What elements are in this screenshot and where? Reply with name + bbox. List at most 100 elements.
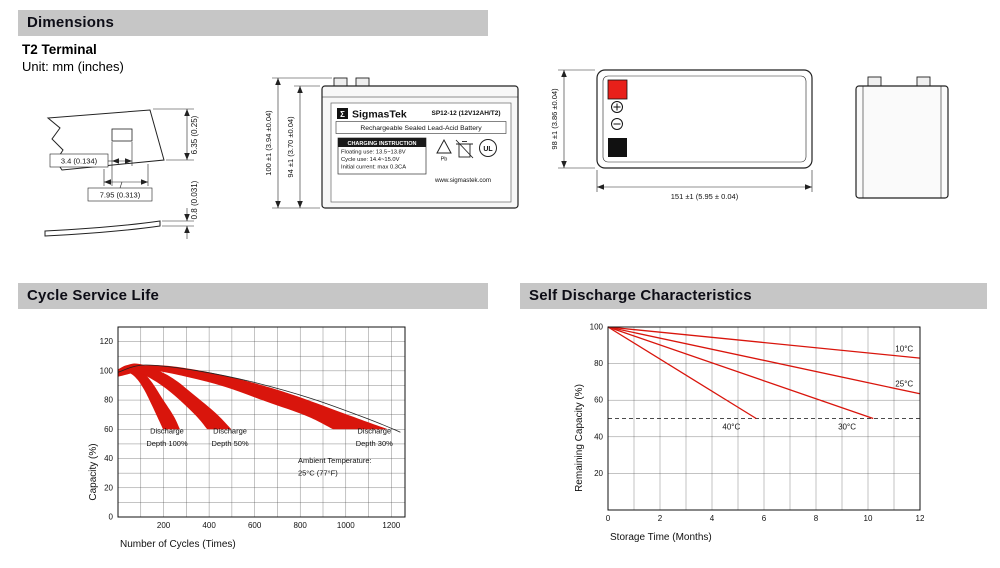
- y-tick-label: 100: [100, 366, 114, 375]
- side-terminal-2: [916, 76, 931, 87]
- series-label: 30°C: [838, 422, 856, 431]
- charging-line-2: Cycle use: 14.4~15.0V: [341, 157, 400, 163]
- model-number: SP12-12 (12V12AH/T2): [431, 110, 500, 117]
- brand-logo-icon: [337, 108, 348, 119]
- x-tick-label: 6: [762, 514, 767, 523]
- series-line: [607, 326, 921, 395]
- dim-front-case-height: [294, 85, 320, 208]
- section-title-cycle: Cycle Service Life: [27, 287, 160, 304]
- series-line: [607, 326, 757, 420]
- website-text: www.sigmastek.com: [434, 177, 491, 184]
- series-line: [607, 326, 874, 420]
- y-axis-title: Capacity (%): [88, 443, 99, 500]
- section-header-cycle-service-life: Cycle Service Life: [18, 283, 488, 309]
- section-title-self-discharge: Self Discharge Characteristics: [529, 287, 752, 304]
- dim-label-front-overall-height: 100 ±1 (3.94 ±0.04): [264, 110, 273, 176]
- y-axis-title: Remaining Capacity (%): [574, 384, 585, 492]
- chart-annotation: Depth 50%: [212, 439, 249, 448]
- side-case: [855, 85, 949, 199]
- y-tick-label: 120: [100, 337, 114, 346]
- negative-terminal: [608, 138, 627, 157]
- dim-label-terminal-thickness: 0.8 (0.031): [190, 180, 199, 219]
- negative-symbol-icon: [611, 118, 623, 130]
- charging-title: CHARGING INSTRUCTION: [347, 141, 416, 147]
- ul-mark-text: UL: [483, 146, 493, 153]
- x-tick-label: 10: [864, 514, 873, 523]
- cycle-service-life-chart: 200 400 600 800 1000 1200 0 20 40 60 80 100 120 Numbe…: [88, 326, 406, 550]
- y-tick-label: 20: [594, 469, 603, 478]
- terminal-type-title: T2 Terminal: [22, 42, 97, 57]
- dim-label-top-length: 151 ±1 (5.95 ± 0.04): [671, 192, 739, 201]
- plot-border: [117, 326, 406, 518]
- dimension-drawings: 6.35 (0.25) 3.4 (0.134) 7.95 (0.313): [44, 69, 949, 239]
- terminal-hole: [111, 128, 133, 142]
- chart-annotation: Discharge: [150, 427, 184, 436]
- front-terminal-2: [355, 77, 370, 87]
- section-header-dimensions: Dimensions: [18, 10, 488, 36]
- dim-terminal-height: [153, 108, 194, 161]
- x-tick-label: 1200: [382, 521, 400, 530]
- x-tick-label: 4: [710, 514, 715, 523]
- section-title-dimensions: Dimensions: [27, 14, 115, 31]
- battery-type-text: Rechargeable Sealed Lead-Acid Battery: [360, 125, 482, 132]
- x-tick-label: 200: [157, 521, 171, 530]
- plot-border: [607, 326, 921, 511]
- y-tick-label: 60: [594, 396, 603, 405]
- dim-label-top-width: 98 ±1 (3.86 ±0.04): [550, 88, 559, 150]
- y-tick-label: 40: [594, 432, 603, 441]
- battery-top-view: 98 ±1 (3.86 ±0.04) 151 ±1 (5.95 ± 0.04): [550, 69, 813, 201]
- chart-annotation: Discharge: [357, 427, 391, 436]
- self-discharge-chart: 0 2 4 6 8 10 12 20 40 60 80 100 Storage Time (Months…: [574, 323, 925, 544]
- discharge-band: [118, 365, 388, 430]
- charging-title-bar: [338, 138, 426, 147]
- front-terminal-1: [333, 77, 348, 87]
- x-tick-label: 2: [658, 514, 663, 523]
- y-tick-label: 60: [104, 425, 113, 434]
- x-tick-label: 600: [248, 521, 262, 530]
- x-tick-label: 12: [916, 514, 925, 523]
- dim-label-terminal-height: 6.35 (0.25): [190, 115, 199, 154]
- dim-terminal-thickness: [162, 208, 194, 239]
- y-tick-label: 40: [104, 454, 113, 463]
- top-case-outer: [596, 69, 813, 169]
- chart-annotation: Discharge: [213, 427, 247, 436]
- side-terminal-1: [867, 76, 882, 87]
- x-tick-label: 0: [606, 514, 611, 523]
- y-tick-label: 80: [104, 396, 113, 405]
- x-axis-title: Storage Time (Months): [610, 532, 712, 543]
- discharge-band: [118, 363, 232, 430]
- battery-type-box: [335, 121, 507, 134]
- battery-front-view: Σ SigmasTek SP12-12 (12V12AH/T2) Recharg…: [264, 77, 519, 209]
- dim-terminal-width: [87, 164, 153, 202]
- series-label: 40°C: [722, 422, 740, 431]
- chart-annotation: 25°C (77°F): [298, 468, 338, 477]
- series-label: 25°C: [895, 379, 913, 388]
- dim-top-length: [596, 170, 813, 192]
- x-axis-title: Number of Cycles (Times): [120, 539, 236, 550]
- x-tick-label: 800: [294, 521, 308, 530]
- brand-logo-glyph: Σ: [340, 110, 345, 119]
- pb-text: Pb: [441, 157, 448, 163]
- battery-side-view: [855, 76, 949, 199]
- dim-label-terminal-width: 7.95 (0.313): [100, 191, 141, 200]
- terminal-side-strip: [44, 220, 161, 237]
- chart-annotation: Ambient Temperature:: [298, 456, 372, 465]
- y-tick-label: 80: [594, 359, 603, 368]
- dim-label-front-case-height: 94 ±1 (3.70 ±0.04): [286, 116, 295, 178]
- dim-terminal-hole-width: [49, 142, 133, 186]
- dim-top-width: [558, 69, 595, 169]
- ul-mark-icon: [479, 139, 497, 157]
- dim-front-overall-height: [272, 77, 332, 209]
- terminal-detail-drawing: 6.35 (0.25) 3.4 (0.134) 7.95 (0.313): [44, 108, 199, 239]
- positive-terminal: [607, 79, 628, 100]
- chart-annotation: Depth 30%: [356, 439, 393, 448]
- charging-line-1: Floating use: 13.5~13.8V: [341, 150, 406, 156]
- unit-note: Unit: mm (inches): [22, 59, 124, 74]
- section-header-self-discharge: Self Discharge Characteristics: [520, 283, 987, 309]
- envelope-curve: [117, 364, 401, 433]
- pb-recycle-icon: [436, 138, 452, 154]
- y-tick-label: 0: [109, 513, 114, 522]
- chart-annotation: Depth 100%: [146, 439, 188, 448]
- discharge-band: [118, 365, 180, 430]
